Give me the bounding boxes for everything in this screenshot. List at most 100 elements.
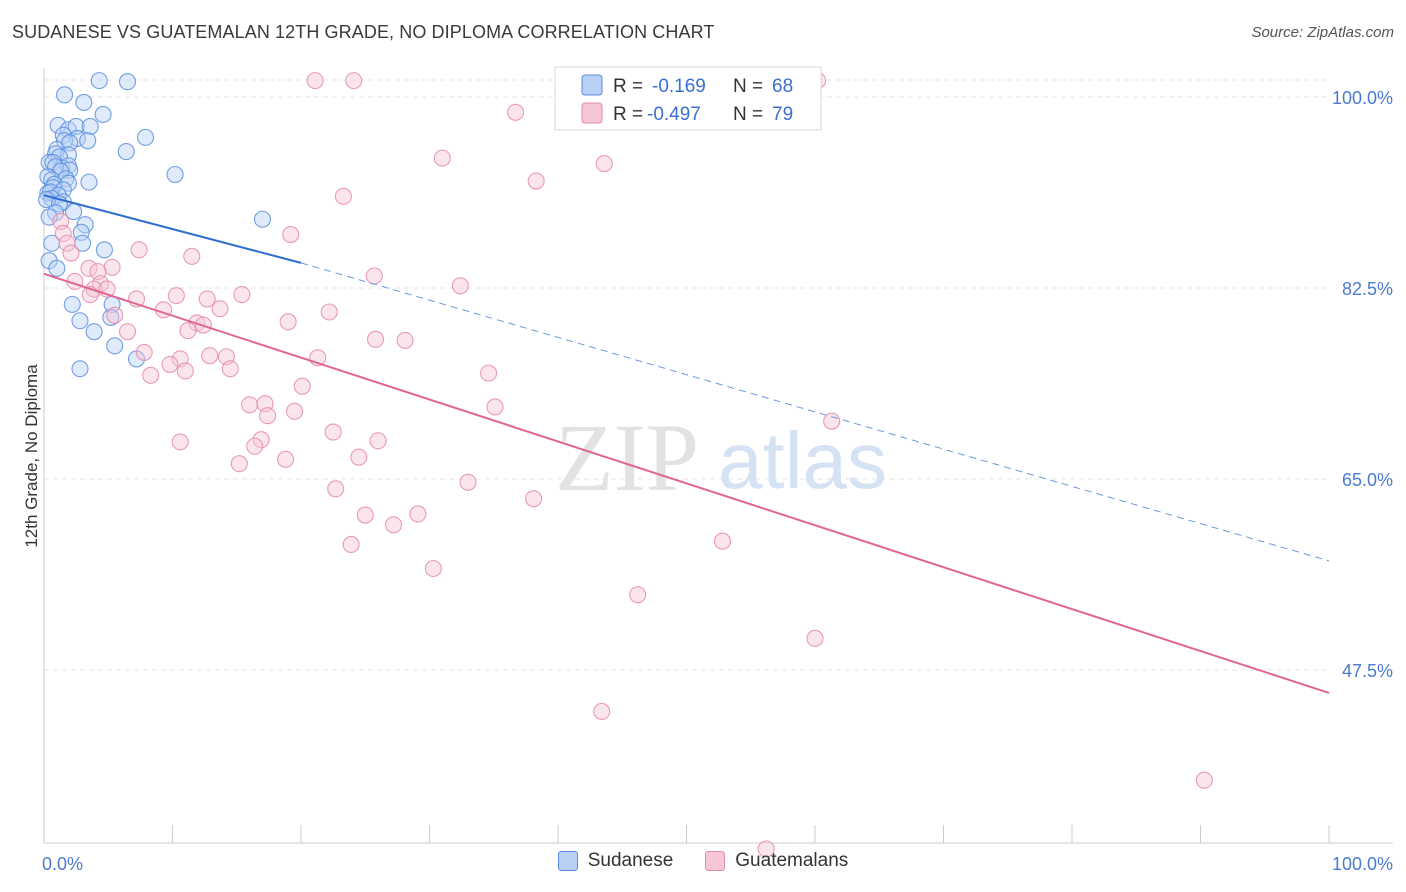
trend-line-sudanese-projection [300, 262, 1330, 562]
point-guatemalans [103, 258, 121, 276]
point-sudanese [76, 216, 94, 234]
point-guatemalans [334, 187, 352, 205]
legend-n-label-sudanese: N = [733, 76, 763, 97]
point-guatemalans [451, 277, 469, 295]
point-sudanese [43, 234, 61, 252]
point-guatemalans [459, 473, 477, 491]
point-guatemalans [424, 559, 442, 578]
point-guatemalans [161, 355, 179, 373]
point-guatemalans [433, 149, 451, 167]
legend-n-label-guatemalans: N = [733, 104, 763, 125]
point-guatemalans [757, 840, 775, 858]
point-sudanese [74, 234, 92, 252]
point-guatemalans [179, 322, 197, 340]
legend-swatch-sudanese [581, 74, 603, 96]
legend-r-value-guatemalans: -0.497 [647, 104, 701, 125]
legend-r-value-sudanese: -0.169 [652, 76, 706, 97]
legend-r-label-guatemalans: R = [613, 104, 643, 125]
point-guatemalans [176, 362, 194, 380]
point-guatemalans [409, 505, 427, 523]
point-sudanese [63, 295, 81, 313]
point-guatemalans [480, 364, 498, 382]
point-sudanese [118, 73, 137, 91]
point-guatemalans [259, 407, 277, 425]
point-guatemalans [369, 432, 387, 450]
point-guatemalans [211, 300, 229, 318]
point-guatemalans [1195, 771, 1213, 789]
point-guatemalans [142, 366, 160, 384]
point-guatemalans [525, 490, 543, 508]
point-guatemalans [233, 285, 251, 304]
point-guatemalans [230, 455, 248, 473]
point-sudanese [56, 86, 74, 104]
point-sudanese [81, 117, 99, 136]
point-guatemalans [595, 155, 613, 173]
point-guatemalans [167, 287, 185, 305]
point-sudanese [80, 173, 98, 191]
point-guatemalans [486, 398, 504, 416]
point-guatemalans [54, 224, 72, 242]
point-sudanese [117, 143, 135, 161]
point-guatemalans [823, 412, 841, 430]
chart-title: SUDANESE VS GUATEMALAN 12TH GRADE, NO DI… [12, 22, 715, 42]
point-sudanese [71, 312, 89, 330]
point-sudanese [85, 323, 103, 341]
legend-bottom-label-guatemalans: Guatemalans [735, 850, 849, 871]
point-guatemalans [62, 244, 80, 262]
point-guatemalans [345, 72, 363, 90]
y-axis-label: 12th Grade, No Diploma [22, 364, 41, 548]
y-tick-labels: 100.0% 82.5% 65.0% 47.5% [1332, 88, 1393, 681]
point-guatemalans [241, 396, 259, 414]
point-guatemalans [282, 225, 300, 244]
watermark: ZIP atlas [555, 404, 887, 511]
point-guatemalans [350, 448, 368, 466]
watermark-zip: ZIP [555, 404, 699, 511]
point-guatemalans [356, 506, 374, 524]
y-tick-label: 82.5% [1342, 279, 1393, 299]
point-guatemalans [320, 303, 338, 321]
point-sudanese [253, 210, 272, 228]
point-guatemalans [396, 331, 414, 349]
legend-n-value-sudanese: 68 [772, 76, 793, 97]
legend-n-value-guatemalans: 79 [772, 104, 793, 125]
point-guatemalans [593, 702, 611, 721]
trend-line-sudanese [43, 194, 302, 264]
point-guatemalans [384, 516, 403, 534]
point-guatemalans [135, 343, 153, 361]
point-sudanese [72, 223, 90, 241]
point-sudanese [48, 259, 66, 277]
x-tick-label-end: 100.0% [1332, 854, 1393, 874]
point-guatemalans [80, 259, 98, 277]
point-guatemalans [366, 330, 385, 348]
legend-bottom-label-sudanese: Sudanese [587, 850, 674, 871]
point-guatemalans [252, 431, 270, 449]
legend-item-sudanese: Sudanese [557, 850, 674, 872]
trend-line-guatemalans [43, 272, 1330, 694]
legend-bottom: Sudanese Guatemalans [0, 850, 1406, 872]
point-guatemalans [324, 423, 342, 441]
point-guatemalans [507, 103, 525, 121]
point-guatemalans [171, 433, 189, 451]
point-guatemalans [183, 247, 201, 265]
legend-r-label-sudanese: R = [613, 76, 643, 97]
point-sudanese [38, 191, 56, 209]
point-guatemalans [130, 241, 148, 259]
point-guatemalans [342, 535, 360, 554]
point-sudanese [61, 161, 79, 179]
point-sudanese [79, 132, 97, 150]
point-guatemalans [106, 306, 124, 324]
x-tick-label-start: 0.0% [42, 854, 83, 874]
point-sudanese [136, 128, 155, 146]
source-label: Source: ZipAtlas.com [1251, 24, 1394, 41]
point-sudanese [94, 105, 112, 124]
point-guatemalans [118, 323, 137, 341]
point-guatemalans [306, 72, 324, 90]
point-guatemalans [246, 437, 264, 455]
legend-swatch-guatemalans [581, 102, 603, 124]
point-guatemalans [527, 172, 545, 190]
legend-bottom-swatch-guatemalans [705, 851, 726, 871]
point-sudanese [49, 116, 67, 134]
point-guatemalans [365, 267, 383, 285]
point-guatemalans [198, 290, 216, 308]
